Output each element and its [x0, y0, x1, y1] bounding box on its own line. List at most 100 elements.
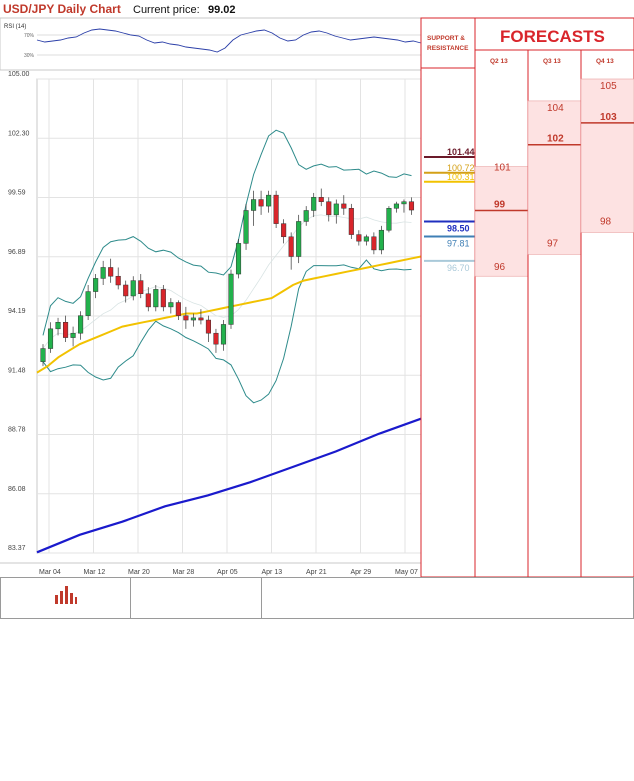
sr-level-value: 97.81: [447, 239, 470, 249]
forecast-range-box: [580, 78, 634, 233]
x-tick-label: Mar 04: [39, 569, 61, 576]
sr-level-value: 101.44: [447, 147, 475, 157]
candle-body: [281, 223, 287, 238]
x-tick-label: Apr 29: [351, 569, 372, 576]
forecast-mid: 102: [547, 134, 564, 145]
candle-body: [205, 319, 211, 334]
y-tick-label: 86.08: [8, 486, 26, 493]
sr-level-value: 96.70: [447, 263, 470, 273]
bollinger-lower: [42, 259, 412, 404]
rsi-level-30: 30%: [24, 53, 35, 59]
candle-body: [168, 302, 174, 308]
y-tick-label: 94.19: [8, 308, 26, 315]
y-tick-label: 91.48: [8, 367, 26, 374]
candle-body: [378, 229, 384, 251]
y-tick-label: 99.59: [8, 190, 26, 197]
x-tick-label: Mar 12: [84, 569, 106, 576]
candle-body: [93, 278, 99, 292]
candle-body: [190, 317, 196, 321]
y-tick-label: 105.00: [8, 71, 30, 78]
x-tick-label: Apr 21: [306, 569, 327, 576]
candle-body: [78, 315, 84, 334]
x-tick-label: Mar 20: [128, 569, 150, 576]
candle-body: [318, 197, 324, 202]
candle-body: [251, 199, 257, 211]
candle-body: [341, 203, 347, 209]
candle-body: [273, 194, 279, 224]
candle-body: [363, 236, 369, 242]
forecast-quarter-label: Q2 13: [490, 58, 508, 65]
table-header-rationale: [261, 577, 634, 619]
candle-body: [40, 348, 46, 362]
rsi-level-70: 70%: [24, 33, 35, 39]
candle-body: [85, 291, 91, 316]
rsi-label: RSI (14): [4, 24, 26, 30]
forecast-range-box: [527, 100, 582, 255]
bar-chart-icon: [54, 586, 77, 604]
candle-body: [100, 267, 106, 279]
candle-body: [145, 293, 151, 308]
forecasts-title: FORECASTS: [500, 27, 605, 46]
candle-body: [47, 328, 54, 349]
candle-body: [288, 236, 294, 257]
forecast-quarter-label: Q3 13: [543, 58, 561, 65]
candle-body: [213, 332, 219, 345]
candle-body: [123, 284, 129, 297]
candle-body: [130, 280, 136, 297]
sr-panel: [420, 17, 476, 577]
long-ma-line: [36, 417, 422, 554]
candle-body: [311, 197, 317, 211]
candle-body: [348, 208, 354, 235]
candle-body: [220, 324, 227, 345]
rsi-line: [36, 28, 422, 53]
candle-body: [183, 315, 189, 321]
candle-body: [333, 203, 339, 216]
candle-body: [108, 267, 114, 277]
y-tick-label: 96.89: [8, 249, 26, 256]
candle-body: [235, 243, 242, 275]
candle-body: [296, 221, 302, 257]
current-price-label: Current price:: [133, 4, 200, 16]
forecast-high: 101: [494, 163, 511, 174]
x-tick-label: Apr 13: [262, 569, 283, 576]
sr-label-line2: RESISTANCE: [427, 45, 469, 52]
candle-body: [371, 236, 377, 251]
candle-body: [115, 275, 121, 286]
candle-body: [266, 194, 272, 207]
forecast-low: 96: [494, 262, 506, 273]
usdjpy-chart: USD/JPY Daily Chart Current price: 99.02 RS…: [0, 2, 634, 577]
candle-body: [138, 280, 144, 295]
y-tick-label: 88.78: [8, 427, 26, 434]
table-header-icon: [0, 577, 131, 619]
forecast-low: 98: [600, 216, 612, 227]
x-tick-label: Mar 28: [173, 569, 195, 576]
candle-body: [386, 208, 392, 231]
candle-body: [356, 234, 362, 242]
candle-body: [70, 332, 76, 338]
candle-body: [258, 199, 264, 207]
x-tick-label: May 07: [395, 569, 418, 576]
forecast-range-box: [474, 166, 529, 277]
forecast-high: 104: [547, 103, 564, 114]
candle-body: [160, 289, 166, 308]
y-tick-label: 83.37: [8, 545, 26, 552]
candle-body: [63, 321, 69, 338]
candle-body: [243, 210, 249, 244]
candle-body: [175, 302, 181, 316]
candle-body: [228, 273, 234, 325]
candle-body: [408, 201, 415, 211]
sr-level-value: 98.50: [447, 223, 470, 233]
bollinger-upper: [42, 129, 412, 336]
candle-body: [198, 317, 204, 321]
candle-body: [393, 203, 399, 209]
rsi-panel: [0, 17, 422, 71]
sr-level-value: 100.31: [447, 172, 475, 182]
candle-body: [55, 321, 61, 330]
candle-body: [326, 201, 332, 216]
y-tick-label: 102.30: [8, 130, 30, 137]
candle-body: [303, 210, 309, 222]
chart-title: USD/JPY Daily Chart: [3, 2, 121, 16]
x-tick-label: Apr 05: [217, 569, 238, 576]
levels-table: [0, 577, 634, 781]
sr-label-line1: SUPPORT &: [427, 35, 465, 42]
